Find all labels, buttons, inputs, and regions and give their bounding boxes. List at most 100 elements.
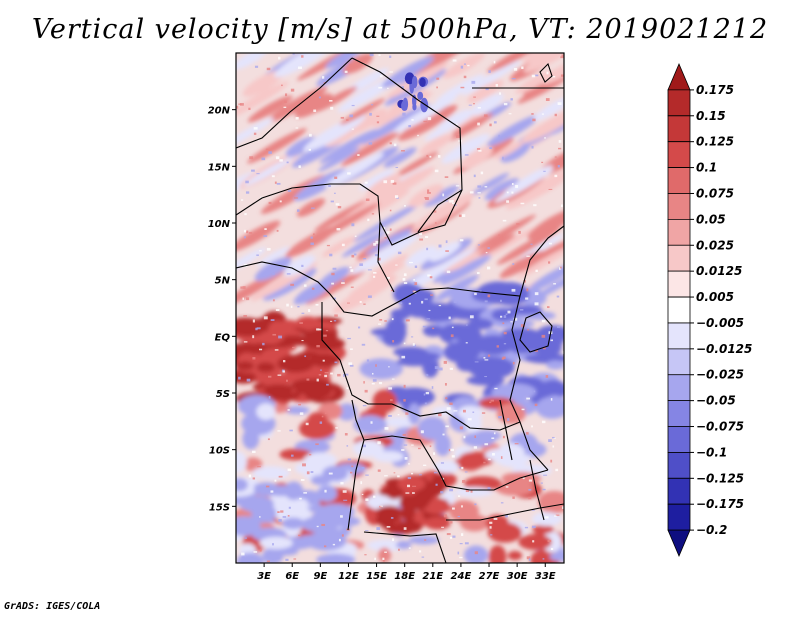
field-speckle-dot: [301, 264, 304, 268]
field-speckle-dot: [328, 472, 333, 475]
field-speckle-dot: [349, 364, 354, 367]
field-speckle-dot: [376, 527, 381, 531]
field-speckle-dot: [257, 466, 261, 468]
field-speckle-dot: [476, 272, 480, 275]
field-streak: [419, 133, 454, 155]
field-blob: [467, 356, 515, 379]
field-speckle-dot: [440, 462, 445, 464]
field-speckle-dot: [397, 414, 400, 416]
colorbar-segment: [667, 348, 691, 376]
field-speckle-dot: [330, 320, 333, 322]
field-streak: [395, 151, 439, 177]
field-speckle-dot: [406, 484, 411, 488]
field-speckle-dot: [483, 461, 486, 464]
field-speckle-dot: [240, 286, 243, 289]
field-speckle-dot: [344, 433, 348, 436]
field-speckle-dot: [361, 343, 366, 346]
field-streak: [365, 227, 412, 256]
field-speckle-dot: [490, 534, 493, 536]
field-speckle-dot: [462, 409, 466, 413]
field-speckle-dot: [316, 328, 320, 331]
field-streak: [321, 236, 356, 258]
field-speckle-dot: [252, 335, 255, 339]
field-speckle-dot: [298, 66, 302, 69]
border-line: [539, 62, 553, 83]
field-blob: [434, 460, 460, 474]
field-speckle-dot: [442, 193, 445, 197]
field-streak: [520, 102, 564, 144]
field-blob: [236, 371, 257, 384]
field-speckle-dot: [459, 467, 462, 469]
field-speckle-dot: [487, 487, 491, 491]
field-speckle-dot: [474, 292, 477, 296]
field-speckle-dot: [271, 272, 275, 275]
field-streak: [360, 103, 431, 145]
field-speckle-dot: [272, 333, 277, 336]
field-speckle-dot: [477, 244, 481, 246]
field-speckle-dot: [434, 169, 439, 173]
field-speckle-dot: [370, 104, 374, 106]
field-blob: [236, 451, 247, 473]
field-speckle-dot: [444, 176, 449, 178]
field-blob: [310, 475, 332, 486]
field-speckle-dot: [328, 185, 331, 187]
field-speckle-dot: [343, 373, 345, 377]
field-speckle-dot: [359, 301, 362, 303]
field-speckle-dot: [251, 499, 256, 503]
field-speckle-dot: [463, 75, 467, 79]
field-streak: [393, 95, 457, 133]
field-speckle-dot: [386, 231, 390, 234]
field-speckle-dot: [254, 65, 259, 68]
field-speckle-dot: [277, 374, 282, 376]
field-speckle-dot: [453, 300, 457, 303]
field-streak: [523, 53, 564, 73]
field-speckle-dot: [493, 121, 497, 124]
field-speckle-dot: [348, 362, 353, 365]
field-speckle-dot: [534, 403, 538, 407]
field-speckle-dot: [277, 511, 280, 513]
field-speckle-dot: [451, 326, 454, 329]
field-speckle-dot: [540, 482, 543, 484]
field-speckle-dot: [460, 65, 464, 69]
field-speckle-dot: [290, 88, 295, 92]
field-blob: [463, 545, 489, 563]
field-blob: [408, 535, 440, 545]
field-speckle-dot: [424, 298, 428, 301]
field-speckle-dot: [488, 458, 491, 461]
colorbar-label: −0.005: [696, 316, 744, 330]
field-speckle-dot: [243, 315, 247, 317]
field-speckle-dot: [452, 200, 455, 202]
field-speckle-dot: [489, 123, 492, 127]
field-speckle-dot: [263, 316, 268, 320]
border-line: [363, 435, 549, 491]
field-speckle-dot: [351, 254, 355, 258]
colorbar-label: −0.025: [696, 368, 744, 382]
field-speckle-dot: [259, 250, 262, 252]
field-speckle-dot: [428, 309, 431, 312]
field-speckle-dot: [531, 425, 533, 428]
field-speckle-dot: [387, 87, 389, 89]
field-speckle-dot: [411, 444, 414, 446]
field-blob: [279, 448, 312, 461]
field-speckle-dot: [544, 516, 549, 519]
field-speckle-dot: [265, 148, 270, 151]
field-speckle-dot: [275, 309, 280, 311]
field-speckle-dot: [473, 446, 478, 449]
field-speckle-dot: [483, 114, 488, 117]
field-streak: [263, 268, 317, 301]
field-blob: [256, 403, 276, 420]
field-speckle-dot: [331, 272, 335, 276]
field-speckle-dot: [474, 361, 479, 363]
plot-frame: [235, 52, 565, 564]
field-streak: [236, 117, 275, 150]
field-blob: [306, 531, 347, 551]
field-speckle-dot: [378, 382, 383, 385]
field-speckle-dot: [453, 410, 458, 412]
field-speckle-dot: [465, 489, 470, 493]
field-speckle-dot: [392, 340, 395, 343]
field-speckle-dot: [502, 156, 504, 160]
field-speckle-dot: [384, 475, 388, 477]
field-speckle-dot: [550, 339, 554, 342]
field-speckle-dot: [418, 474, 422, 476]
field-speckle-dot: [464, 542, 469, 545]
